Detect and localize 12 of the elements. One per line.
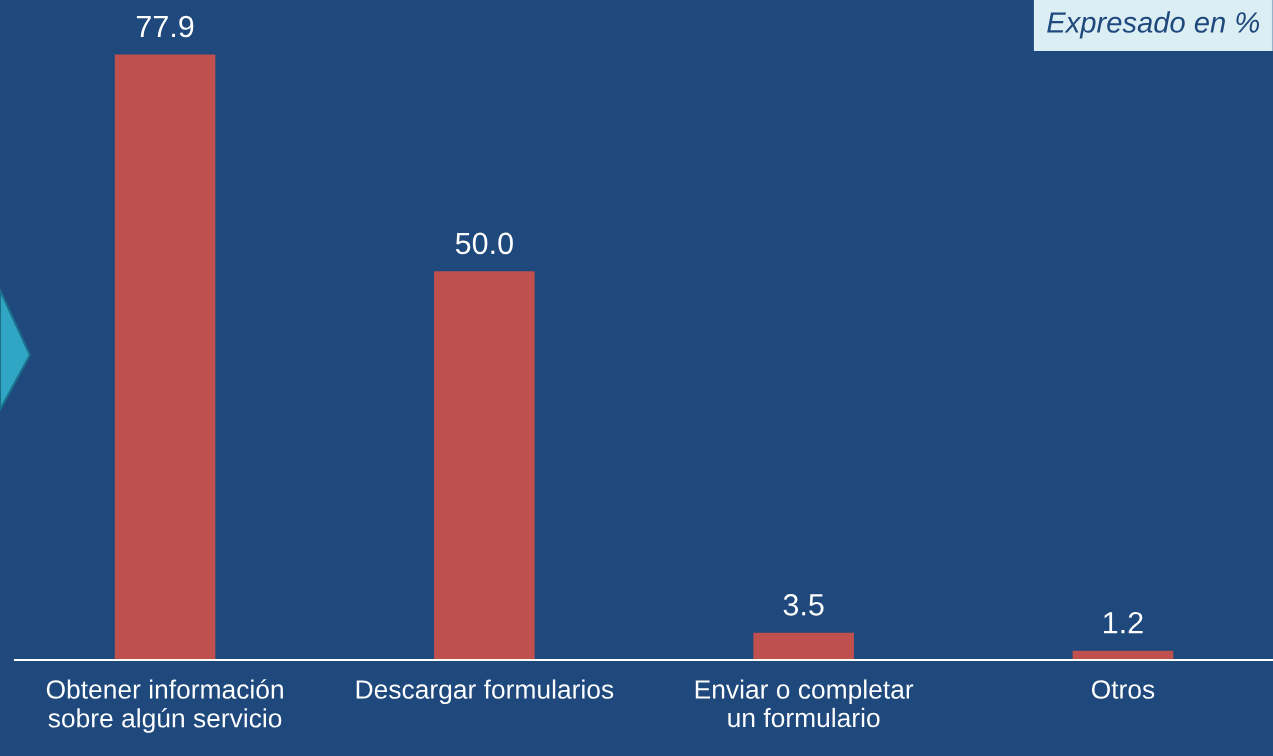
bar bbox=[753, 632, 854, 660]
x-tick-label: Obtener información sobre algún servicio bbox=[46, 679, 283, 733]
bar bbox=[114, 54, 216, 660]
data-label: 1.2 bbox=[1104, 611, 1143, 634]
x-tick-label: Descargar formularios bbox=[356, 679, 614, 705]
data-label: 50.0 bbox=[455, 232, 513, 255]
text: Expresado en % bbox=[1047, 11, 1260, 39]
x-tick-label: Enviar o completar un formulario bbox=[695, 679, 914, 728]
data-label: 3.5 bbox=[783, 594, 824, 616]
data-label: 77.9 bbox=[136, 15, 194, 38]
x-tick-label: Otros bbox=[1091, 680, 1155, 699]
bar bbox=[434, 271, 535, 660]
